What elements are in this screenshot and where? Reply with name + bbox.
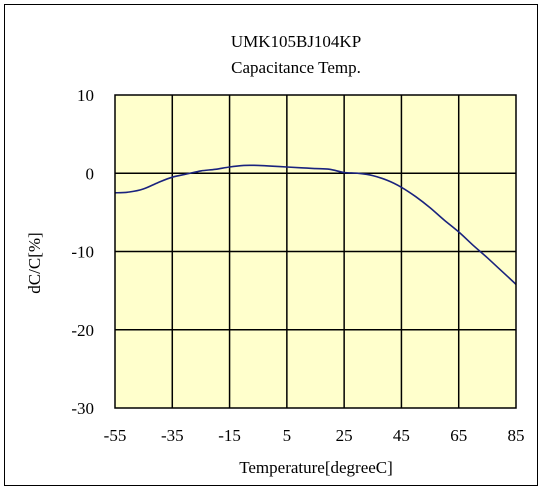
x-tick-label: -55	[104, 426, 127, 445]
x-tick-label: 5	[283, 426, 292, 445]
grid-lines	[115, 95, 516, 408]
y-tick-label: -10	[71, 243, 94, 262]
x-axis-label: Temperature[degreeC]	[239, 458, 393, 477]
x-tick-label: -35	[161, 426, 184, 445]
y-axis-label: dC/C[%]	[25, 232, 44, 293]
x-tick-label: 45	[393, 426, 410, 445]
y-tick-label: -30	[71, 399, 94, 418]
chart-title: UMK105BJ104KP	[231, 32, 361, 51]
x-axis-ticks: -55 -35 -15 5 25 45 65 85	[104, 426, 525, 445]
plot-border	[114, 94, 517, 409]
y-tick-label: 0	[86, 164, 95, 183]
x-tick-label: 65	[450, 426, 467, 445]
x-tick-label: -15	[218, 426, 241, 445]
y-axis-ticks: -30 -20 -10 0 10	[71, 86, 94, 418]
y-tick-label: -20	[71, 321, 94, 340]
x-tick-label: 85	[508, 426, 525, 445]
series-line	[114, 164, 517, 285]
series-layer	[114, 164, 517, 285]
y-tick-label: 10	[77, 86, 94, 105]
x-tick-label: 25	[336, 426, 353, 445]
chart-subtitle: Capacitance Temp.	[231, 58, 361, 77]
